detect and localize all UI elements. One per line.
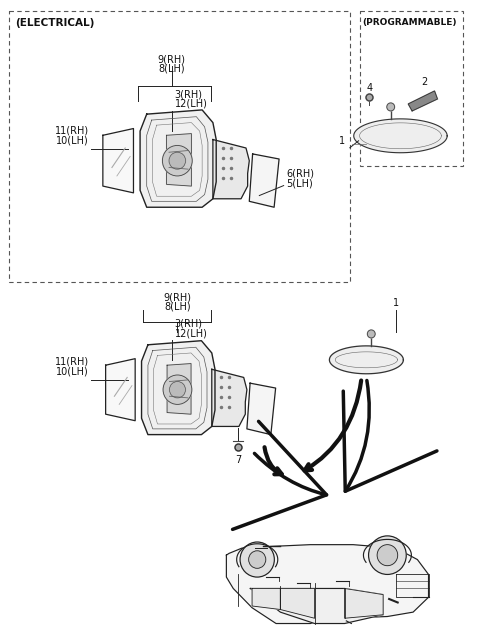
Text: 3(RH): 3(RH) bbox=[175, 319, 203, 329]
Text: 10(LH): 10(LH) bbox=[56, 135, 89, 146]
Text: 12(LH): 12(LH) bbox=[175, 99, 207, 109]
Circle shape bbox=[377, 544, 398, 566]
Text: 1: 1 bbox=[339, 135, 345, 146]
Polygon shape bbox=[354, 119, 447, 153]
Circle shape bbox=[162, 146, 192, 176]
Text: 12(LH): 12(LH) bbox=[175, 329, 207, 339]
Polygon shape bbox=[247, 383, 276, 435]
Circle shape bbox=[169, 381, 185, 398]
Polygon shape bbox=[280, 589, 314, 619]
Text: 10(LH): 10(LH) bbox=[56, 367, 89, 377]
Polygon shape bbox=[142, 341, 215, 435]
Text: 4: 4 bbox=[366, 83, 372, 93]
Circle shape bbox=[169, 152, 186, 169]
Circle shape bbox=[249, 551, 266, 568]
Circle shape bbox=[387, 103, 395, 111]
Polygon shape bbox=[251, 589, 383, 624]
FancyArrowPatch shape bbox=[232, 421, 326, 529]
Polygon shape bbox=[212, 369, 247, 426]
Polygon shape bbox=[252, 589, 280, 610]
Polygon shape bbox=[213, 139, 249, 199]
Polygon shape bbox=[106, 358, 135, 420]
Polygon shape bbox=[329, 346, 403, 374]
FancyArrowPatch shape bbox=[343, 380, 437, 491]
Bar bbox=[360, 12, 463, 166]
Polygon shape bbox=[408, 91, 437, 111]
Text: 1: 1 bbox=[393, 298, 399, 308]
Text: 8(LH): 8(LH) bbox=[158, 63, 185, 73]
Circle shape bbox=[369, 536, 406, 574]
Text: (ELECTRICAL): (ELECTRICAL) bbox=[15, 19, 95, 28]
Circle shape bbox=[163, 375, 192, 404]
Text: 11(RH): 11(RH) bbox=[55, 357, 89, 367]
Text: (PROGRAMMABLE): (PROGRAMMABLE) bbox=[362, 19, 457, 27]
Bar bbox=[9, 12, 350, 282]
Circle shape bbox=[240, 542, 275, 577]
Text: 11(RH): 11(RH) bbox=[55, 126, 89, 136]
Polygon shape bbox=[140, 110, 216, 207]
Text: 5(LH): 5(LH) bbox=[287, 178, 313, 189]
Polygon shape bbox=[249, 154, 279, 207]
Polygon shape bbox=[103, 128, 133, 193]
Text: 9(RH): 9(RH) bbox=[158, 54, 186, 64]
FancyArrowPatch shape bbox=[264, 447, 282, 474]
Polygon shape bbox=[167, 134, 192, 186]
Circle shape bbox=[367, 330, 375, 338]
Text: 7: 7 bbox=[235, 456, 241, 465]
Text: 6(RH): 6(RH) bbox=[287, 169, 314, 179]
FancyArrowPatch shape bbox=[305, 380, 361, 470]
Polygon shape bbox=[345, 589, 383, 619]
Text: 9(RH): 9(RH) bbox=[164, 292, 192, 302]
Text: 2: 2 bbox=[421, 77, 428, 87]
Polygon shape bbox=[167, 364, 191, 414]
Text: 8(LH): 8(LH) bbox=[164, 301, 191, 311]
Polygon shape bbox=[227, 544, 429, 624]
Text: 3(RH): 3(RH) bbox=[175, 90, 203, 100]
